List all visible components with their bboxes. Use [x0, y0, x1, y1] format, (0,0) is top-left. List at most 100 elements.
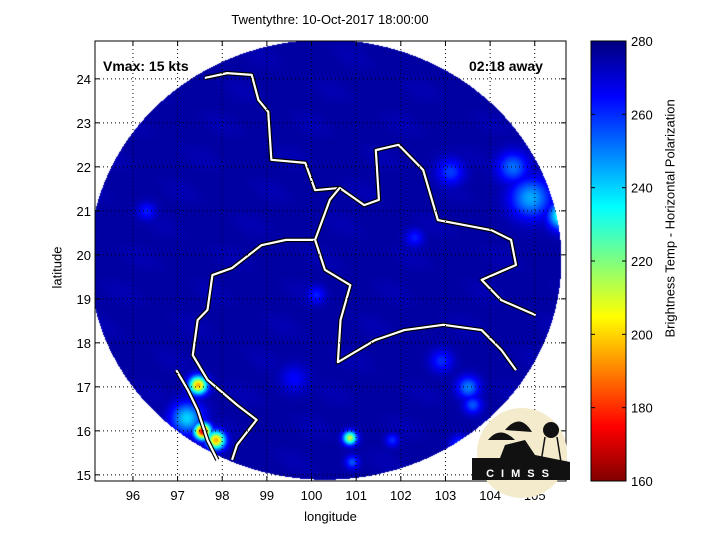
colorbar-slice [591, 349, 626, 351]
colorbar-slice [591, 77, 626, 79]
colorbar-slice [591, 470, 626, 472]
colorbar-slice [591, 135, 626, 137]
colorbar-slice [591, 178, 626, 180]
colorbar-slice [591, 418, 626, 420]
y-tick-label: 16 [77, 424, 91, 439]
colorbar-slice [591, 132, 626, 134]
colorbar-slice [591, 421, 626, 423]
colorbar-slice [591, 453, 626, 455]
colorbar-slice [591, 310, 626, 312]
colorbar-slice [591, 141, 626, 143]
colorbar-slice [591, 216, 626, 218]
colorbar-slice [591, 118, 626, 120]
colorbar-slice [591, 200, 626, 202]
colorbar-slice [591, 142, 626, 144]
colorbar-slice [591, 292, 626, 294]
colorbar-slice [591, 475, 626, 477]
colorbar-slice [591, 317, 626, 319]
colorbar-slice [591, 447, 626, 449]
colorbar-slice [591, 273, 626, 275]
colorbar-slice [591, 154, 626, 156]
y-axis-label: latitude [49, 246, 65, 289]
colorbar-slice [591, 335, 626, 337]
colorbar-slice [591, 477, 626, 479]
colorbar-slice [591, 198, 626, 200]
colorbar-slice [591, 277, 626, 279]
colorbar-slice [591, 434, 626, 436]
colorbar-slice [591, 476, 626, 478]
colorbar-slice [591, 170, 626, 172]
colorbar-slice [591, 151, 626, 153]
colorbar-slice [591, 176, 626, 178]
colorbar-slice [591, 57, 626, 59]
colorbar-slice [591, 111, 626, 113]
colorbar-slice [591, 257, 626, 259]
colorbar-slice [591, 221, 626, 223]
colorbar-slice [591, 392, 626, 394]
colorbar-slice [591, 225, 626, 227]
colorbar-slice [591, 464, 626, 466]
colorbar-slice [591, 63, 626, 65]
colorbar-slice [591, 213, 626, 215]
colorbar-slice [591, 465, 626, 467]
colorbar-slice [591, 123, 626, 125]
colorbar-slice [591, 49, 626, 51]
colorbar-slice [591, 328, 626, 330]
colorbar-slice [591, 162, 626, 164]
colorbar-slice [591, 442, 626, 444]
colorbar-slice [591, 356, 626, 358]
colorbar-slice [591, 206, 626, 208]
colorbar-slice [591, 115, 626, 117]
colorbar-slice [591, 415, 626, 417]
colorbar-slice [591, 338, 626, 340]
colorbar-slice [591, 420, 626, 422]
colorbar-slice [591, 169, 626, 171]
colorbar-slice [591, 369, 626, 371]
colorbar-slice [591, 322, 626, 324]
colorbar-slice [591, 407, 626, 409]
colorbar-slice [591, 460, 626, 462]
y-tick-label: 24 [77, 72, 91, 87]
colorbar-slice [591, 75, 626, 77]
colorbar-slice [591, 307, 626, 309]
x-tick-label: 104 [479, 488, 501, 503]
y-tick-label: 19 [77, 292, 91, 307]
colorbar-slice [591, 285, 626, 287]
colorbar-slice [591, 82, 626, 84]
colorbar-slice [591, 394, 626, 396]
colorbar-slice [591, 323, 626, 325]
colorbar-slice [591, 172, 626, 174]
colorbar-slice [591, 191, 626, 193]
colorbar-slice [591, 367, 626, 369]
colorbar-slice [591, 316, 626, 318]
colorbar-slice [591, 185, 626, 187]
colorbar-slice [591, 203, 626, 205]
colorbar-slice [591, 305, 626, 307]
colorbar-slice [591, 158, 626, 160]
colorbar-slice [591, 365, 626, 367]
colorbar-slice [591, 435, 626, 437]
colorbar-slice [591, 175, 626, 177]
colorbar-slice [591, 385, 626, 387]
colorbar-slice [591, 397, 626, 399]
colorbar-slice [591, 251, 626, 253]
colorbar-slice [591, 364, 626, 366]
colorbar-slice [591, 83, 626, 85]
colorbar-slice [591, 204, 626, 206]
colorbar-slice [591, 236, 626, 238]
colorbar-tick-label: 260 [631, 107, 653, 122]
colorbar-slice [591, 473, 626, 475]
colorbar-slice [591, 187, 626, 189]
colorbar-slice [591, 438, 626, 440]
colorbar-slice [591, 163, 626, 165]
colorbar-slice [591, 222, 626, 224]
colorbar-slice [591, 289, 626, 291]
colorbar-slice [591, 224, 626, 226]
colorbar-slice [591, 417, 626, 419]
colorbar-slice [591, 179, 626, 181]
colorbar-slice [591, 193, 626, 195]
colorbar-slice [591, 432, 626, 434]
colorbar-slice [591, 427, 626, 429]
logo-text: CIMSS [486, 468, 556, 480]
colorbar-slice [591, 121, 626, 123]
